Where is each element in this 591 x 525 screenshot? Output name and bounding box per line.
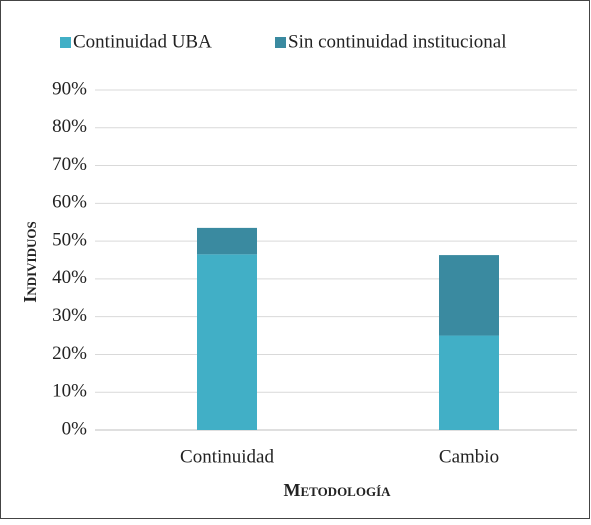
legend-swatch: [60, 37, 71, 48]
y-tick-label: 10%: [52, 381, 87, 402]
y-tick-label: 70%: [52, 154, 87, 175]
y-tick-label: 20%: [52, 343, 87, 364]
y-tick-label: 90%: [52, 78, 87, 99]
y-tick-label: 60%: [52, 192, 87, 213]
x-tick-label: Cambio: [439, 446, 499, 467]
legend-label: Continuidad UBA: [73, 31, 212, 52]
bar-segment: [439, 255, 499, 336]
y-tick-label: 50%: [52, 229, 87, 250]
legend-swatch: [275, 37, 286, 48]
x-tick-label: Continuidad: [180, 446, 274, 467]
y-tick-label: 30%: [52, 305, 87, 326]
bar-segment: [197, 227, 257, 255]
bar-segment: [439, 335, 499, 430]
y-tick-label: 0%: [62, 418, 88, 439]
y-tick-label: 80%: [52, 116, 87, 137]
x-axis-title: Metodología: [283, 480, 391, 500]
y-axis-title: Individuos: [20, 221, 40, 302]
bar-segment: [197, 254, 257, 430]
legend-label: Sin continuidad institucional: [288, 31, 506, 52]
y-tick-label: 40%: [52, 267, 87, 288]
